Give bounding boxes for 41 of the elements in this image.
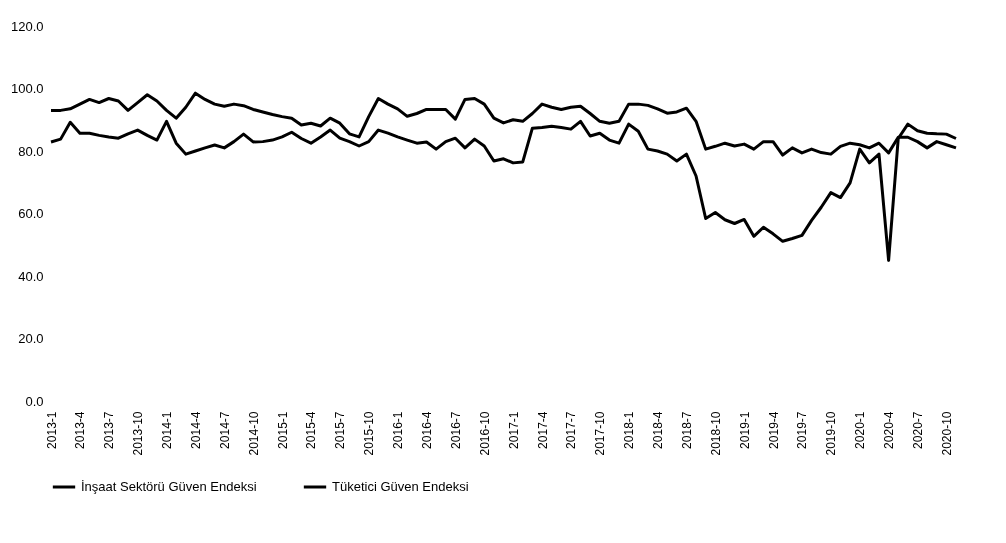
x-tick-label: 2018-1 (622, 411, 637, 449)
legend-label: İnşaat Sektörü Güven Endeksi (81, 479, 257, 494)
x-tick-label: 2020-1 (853, 411, 868, 449)
y-tick-label: 60.0 (18, 206, 44, 221)
y-tick-label: 120.0 (10, 18, 44, 34)
x-tick-label: 2013-4 (73, 411, 88, 449)
x-tick-label: 2013-7 (102, 411, 117, 449)
x-tick-label: 2015-1 (275, 411, 290, 449)
legend-label: Tüketici Güven Endeksi (332, 479, 469, 494)
x-tick-label: 2019-1 (737, 411, 752, 449)
x-tick-label: 2018-10 (708, 411, 723, 456)
x-tick-label: 2020-4 (882, 411, 897, 449)
x-tick-label: 2018-4 (651, 411, 666, 449)
x-tick-label: 2019-4 (766, 411, 781, 449)
y-tick-label: 20.0 (18, 331, 44, 346)
x-tick-label: 2020-7 (910, 411, 925, 449)
y-tick-label: 80.0 (18, 143, 44, 159)
y-tick-label: 100.0 (10, 81, 44, 96)
x-tick-label: 2014-1 (160, 411, 175, 449)
x-tick-label: 2017-10 (593, 411, 608, 456)
x-tick-label: 2017-7 (564, 411, 579, 449)
x-tick-label: 2017-4 (535, 411, 550, 449)
x-tick-label: 2014-4 (188, 411, 203, 449)
x-tick-label: 2013-1 (44, 411, 59, 449)
y-tick-label: 0.0 (25, 393, 44, 409)
x-tick-label: 2015-7 (333, 411, 348, 449)
x-tick-label: 2019-10 (824, 411, 839, 456)
x-tick-label: 2016-1 (391, 411, 406, 449)
x-tick-label: 2013-10 (131, 411, 146, 456)
x-tick-label: 2014-7 (217, 411, 232, 449)
x-tick-label: 2015-10 (362, 411, 377, 456)
x-tick-label: 2014-10 (246, 411, 261, 456)
x-tick-label: 2019-7 (795, 411, 810, 449)
x-tick-label: 2020-10 (939, 411, 954, 456)
y-tick-label: 40.0 (18, 268, 44, 284)
x-tick-label: 2015-4 (304, 411, 319, 449)
x-tick-label: 2016-7 (448, 411, 463, 449)
x-tick-label: 2017-1 (506, 411, 521, 449)
x-tick-label: 2016-4 (419, 411, 434, 449)
x-tick-label: 2018-7 (679, 411, 694, 449)
x-tick-label: 2016-10 (477, 411, 492, 456)
